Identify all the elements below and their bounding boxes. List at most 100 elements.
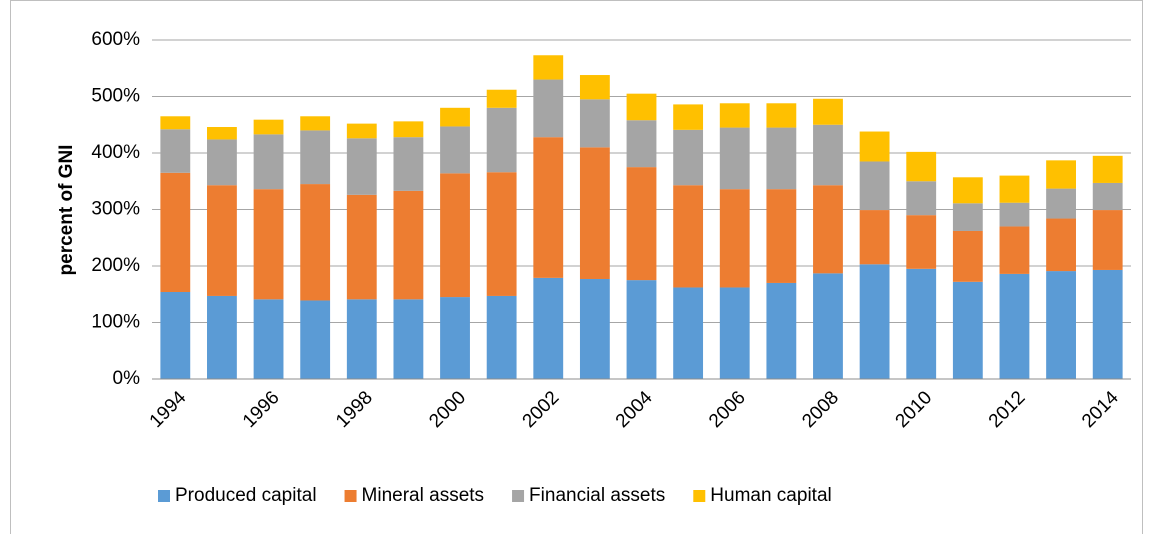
legend-label: Human capital	[710, 485, 831, 506]
bar-segment	[440, 126, 470, 174]
bar-segment	[673, 287, 704, 379]
bar-segment	[859, 131, 890, 162]
bar-segment	[300, 300, 331, 379]
bar-segment	[393, 121, 424, 138]
bar-segment	[207, 185, 237, 296]
bar-segment	[906, 151, 937, 182]
bar-segment	[253, 299, 284, 379]
y-tick-label: 200%	[91, 255, 140, 276]
bar-segment	[393, 190, 424, 300]
bar-segment	[579, 278, 610, 379]
bar-segment	[952, 203, 983, 231]
bar-segment	[906, 181, 937, 216]
y-tick-label: 300%	[91, 199, 140, 220]
y-axis-title: percent of GNI	[56, 145, 77, 276]
bar-segment	[207, 127, 237, 140]
bar-segment	[579, 75, 610, 100]
bar-segment	[533, 79, 564, 138]
bar-segment	[952, 281, 983, 379]
bar-segment	[859, 264, 890, 379]
bar-segment	[300, 184, 331, 301]
bar-segment	[813, 273, 843, 379]
bar-segment	[813, 98, 843, 125]
bar-segment	[579, 99, 610, 148]
y-tick-label: 500%	[91, 86, 140, 107]
bar-segment	[1046, 271, 1076, 379]
bar-segment	[1092, 269, 1123, 379]
bar-segment	[253, 134, 284, 190]
y-tick-label: 100%	[91, 312, 140, 333]
bar-segment	[673, 185, 704, 288]
bar-segment	[160, 129, 191, 173]
bar-segment	[160, 116, 191, 130]
bar-segment	[719, 103, 750, 128]
bar-segment	[393, 299, 424, 379]
bar-segment	[253, 189, 284, 300]
bar-segment	[346, 123, 377, 139]
bar-segment	[300, 130, 331, 185]
bar-segment	[999, 175, 1030, 203]
bar-segment	[440, 297, 470, 379]
bar-segment	[673, 129, 704, 186]
bar-segment	[207, 139, 237, 186]
bar-segment	[813, 185, 843, 274]
bar-segment	[533, 55, 564, 80]
y-tick-label: 600%	[91, 29, 140, 50]
bar-segment	[999, 202, 1030, 227]
bar-segment	[719, 287, 750, 379]
legend-label: Produced capital	[175, 485, 317, 506]
legend-swatch	[693, 490, 706, 502]
bar-segment	[952, 177, 983, 204]
bar-segment	[813, 124, 843, 186]
y-tick-label: 400%	[91, 142, 140, 163]
bar-segment	[440, 107, 470, 127]
bar-segment	[626, 280, 657, 379]
bar-segment	[346, 194, 377, 300]
bar-segment	[859, 161, 890, 211]
bar-segment	[626, 93, 657, 121]
legend-label: Mineral assets	[362, 485, 485, 506]
bar-segment	[1046, 160, 1076, 189]
bar-segment	[1046, 188, 1076, 219]
bar-segment	[346, 138, 377, 195]
bar-segment	[626, 120, 657, 168]
bar-segment	[1092, 210, 1123, 270]
bar-segment	[766, 282, 797, 379]
legend-label: Financial assets	[529, 485, 665, 506]
bar-segment	[766, 103, 797, 128]
bar-segment	[766, 127, 797, 190]
bar-segment	[999, 273, 1030, 379]
bar-segment	[906, 268, 937, 379]
bar-segment	[486, 295, 517, 379]
bar-segment	[533, 137, 564, 278]
bar-segment	[859, 210, 890, 265]
legend-swatch	[512, 490, 525, 502]
bar-segment	[486, 89, 517, 108]
bar-segment	[952, 230, 983, 282]
bar-segment	[1092, 182, 1123, 211]
bar-segment	[486, 172, 517, 296]
bar-segment	[579, 147, 610, 279]
bar-segment	[300, 116, 331, 131]
bar-segment	[626, 167, 657, 281]
legend-swatch	[158, 490, 170, 502]
bar-segment	[1046, 218, 1076, 272]
bar-segment	[160, 291, 191, 379]
bar-segment	[346, 299, 377, 379]
bar-segment	[719, 127, 750, 190]
bar-segment	[906, 215, 937, 269]
bar-segment	[393, 137, 424, 191]
bar-segment	[533, 277, 564, 379]
bar-segment	[1092, 155, 1123, 183]
bar-segment	[440, 173, 470, 298]
bar-segment	[486, 107, 517, 173]
bar-segment	[673, 104, 704, 130]
bar-segment	[253, 119, 284, 135]
bar-segment	[719, 189, 750, 288]
bar-segment	[999, 226, 1030, 274]
y-tick-label: 0%	[113, 368, 141, 389]
bar-segment	[160, 172, 191, 292]
legend-swatch	[344, 490, 357, 502]
bar-segment	[766, 189, 797, 283]
